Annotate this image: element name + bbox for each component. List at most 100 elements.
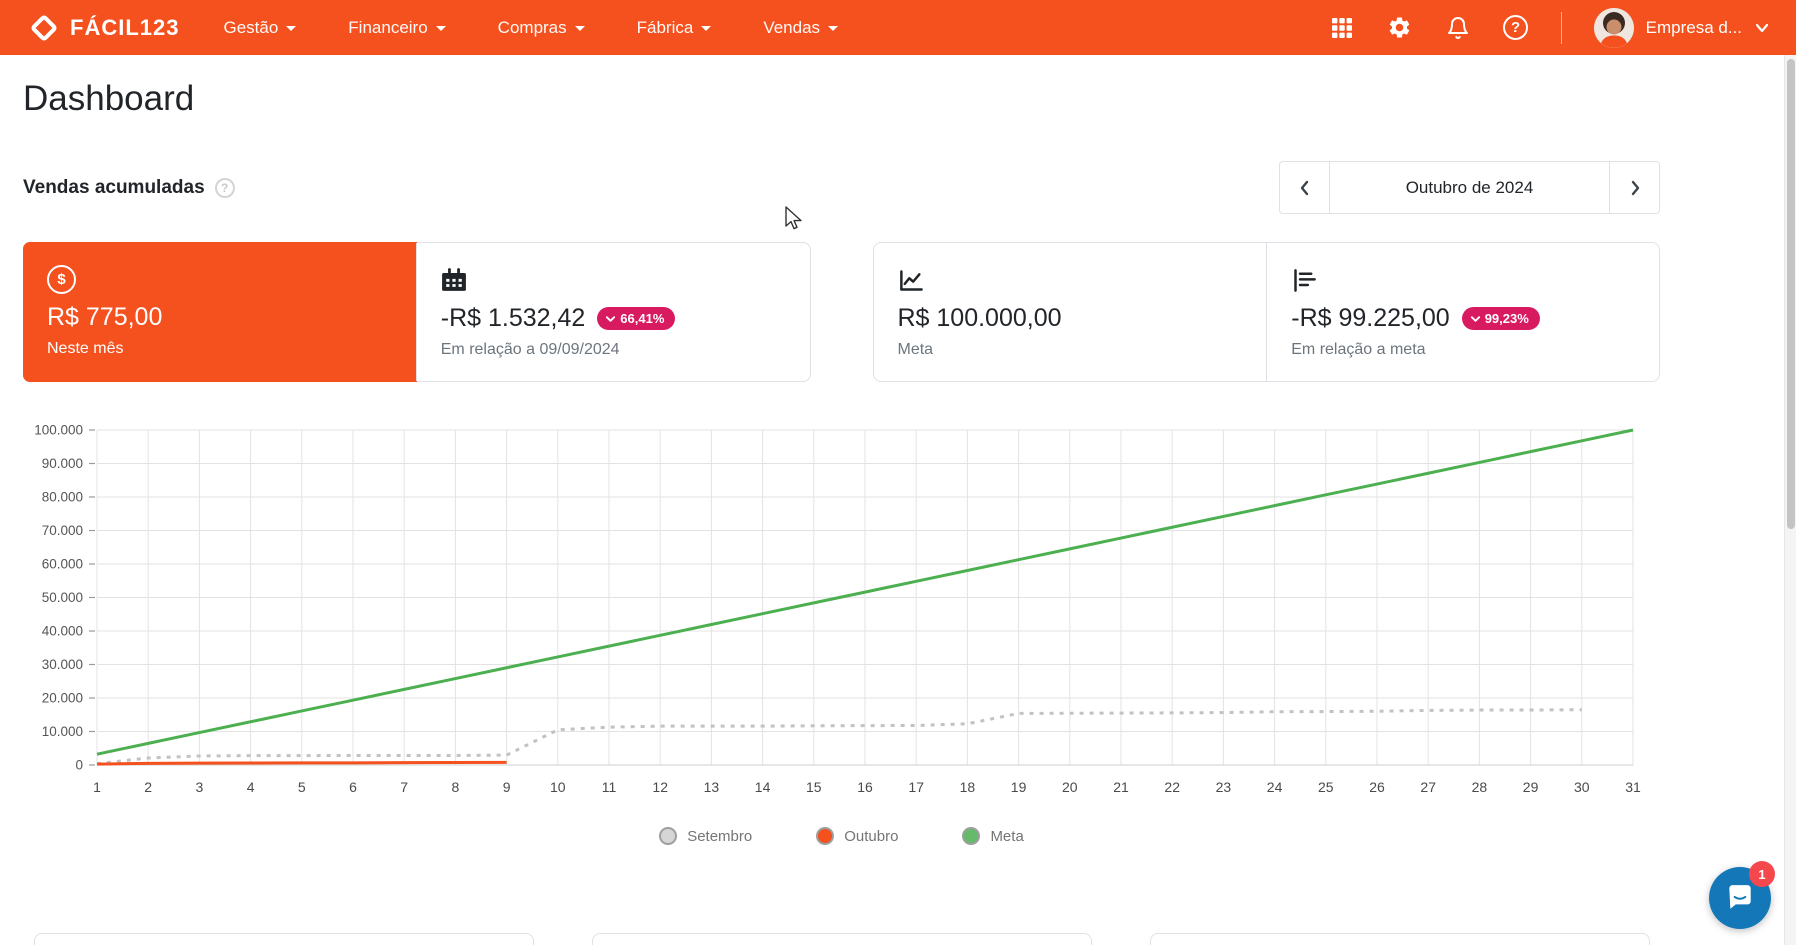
stat-value-month: R$ 775,00 [47, 303, 163, 331]
date-navigator: Outubro de 2024 [1279, 161, 1660, 214]
section-title: Vendas acumuladas [23, 176, 205, 198]
svg-text:9: 9 [503, 779, 511, 795]
svg-text:7: 7 [400, 779, 408, 795]
line-chart-icon [899, 269, 923, 291]
stat-value-vs-date: -R$ 1.532,42 [440, 304, 586, 332]
svg-text:11: 11 [602, 779, 617, 795]
svg-text:0: 0 [75, 758, 83, 773]
main-content: Dashboard Vendas acumuladas ? Outubro de… [0, 55, 1660, 845]
bottom-cards-row [34, 933, 1650, 945]
legend-label-meta: Meta [990, 827, 1024, 845]
svg-text:60.000: 60.000 [42, 557, 83, 572]
chevron-down-icon [701, 26, 712, 31]
svg-text:3: 3 [196, 779, 204, 795]
prev-month-button[interactable] [1279, 161, 1329, 214]
brand-diamond-icon [29, 13, 59, 42]
main-menu: Gestão Financeiro Compras Fábrica Vendas [223, 17, 839, 38]
stat-card-vs-meta: -R$ 99.225,00 99,23% Em relação a meta [1266, 243, 1659, 381]
svg-text:23: 23 [1216, 779, 1232, 795]
brand-logo[interactable]: FÁCIL123 [29, 13, 180, 42]
user-avatar [1593, 7, 1634, 48]
chevron-down-icon [435, 26, 446, 31]
page-title: Dashboard [23, 79, 195, 118]
chevron-down-icon [828, 26, 839, 31]
stat-value-vs-meta: -R$ 99.225,00 [1291, 304, 1450, 332]
svg-text:1: 1 [93, 779, 101, 795]
svg-text:30: 30 [1574, 779, 1590, 795]
menu-fabrica-label: Fábrica [636, 17, 694, 37]
legend-swatch-setembro [659, 827, 678, 845]
chevron-left-icon [1300, 180, 1308, 195]
legend-item-setembro[interactable]: Setembro [659, 827, 752, 845]
stat-label-vs-meta: Em relação a meta [1291, 341, 1426, 358]
bar-chart-icon [1294, 268, 1317, 292]
menu-fabrica[interactable]: Fábrica [637, 18, 712, 38]
menu-gestao[interactable]: Gestão [223, 17, 297, 38]
legend-label-outubro: Outubro [844, 827, 899, 845]
section-help-icon[interactable]: ? [214, 177, 235, 198]
stat-label-meta: Meta [897, 341, 934, 358]
stat-cards: $ R$ 775,00 Neste mês -R$ 1.532,42 [23, 242, 1660, 382]
svg-text:29: 29 [1523, 779, 1539, 795]
svg-text:13: 13 [704, 779, 720, 795]
svg-text:10: 10 [550, 779, 566, 795]
help-icon[interactable]: ? [1503, 15, 1529, 41]
svg-text:8: 8 [452, 779, 460, 795]
legend-item-meta[interactable]: Meta [962, 827, 1024, 845]
sales-chart: 1 2 3 4 5 6 7 8 9 10 11 12 13 14 15 16 17 18 19 20 21 22 23 24 2… [23, 420, 1660, 845]
svg-text:6: 6 [349, 779, 357, 795]
legend-item-outubro[interactable]: Outubro [816, 827, 898, 845]
percent-badge-vs-date: 66,41% [597, 307, 676, 330]
bottom-card-2 [592, 933, 1092, 945]
legend-swatch-outubro [816, 827, 835, 845]
account-menu[interactable]: Empresa d... [1593, 7, 1770, 48]
chat-bubble-icon [1729, 885, 1751, 909]
scrollbar-thumb[interactable] [1787, 59, 1795, 529]
svg-text:18: 18 [960, 779, 976, 795]
chevron-down-icon [606, 315, 616, 322]
chart-legend: Setembro Outubro Meta [23, 827, 1660, 845]
svg-text:70.000: 70.000 [42, 523, 83, 538]
chevron-down-icon [1470, 315, 1480, 322]
help-question-glyph: ? [1503, 15, 1529, 40]
next-month-button[interactable] [1610, 161, 1660, 214]
stat-label-month: Neste mês [47, 340, 124, 357]
menu-financeiro-label: Financeiro [348, 17, 428, 37]
apps-grid-icon[interactable] [1329, 15, 1355, 41]
svg-text:10.000: 10.000 [42, 724, 83, 739]
top-navbar: FÁCIL123 Gestão Financeiro Compras Fábri… [0, 0, 1796, 55]
account-name: Empresa d... [1645, 17, 1742, 37]
settings-gear-icon[interactable] [1387, 15, 1413, 41]
chat-launcher-button[interactable]: 1 [1709, 861, 1775, 929]
notifications-bell-icon[interactable] [1445, 15, 1471, 41]
percent-badge-vs-meta: 99,23% [1461, 307, 1540, 330]
scrollbar-track [1784, 55, 1796, 945]
menu-compras-label: Compras [497, 17, 567, 37]
navbar-divider [1560, 11, 1562, 44]
svg-text:80.000: 80.000 [42, 490, 83, 505]
svg-text:24: 24 [1267, 779, 1283, 795]
menu-vendas-label: Vendas [763, 17, 821, 37]
svg-text:20: 20 [1062, 779, 1078, 795]
menu-compras[interactable]: Compras [498, 18, 585, 38]
dollar-icon: $ [47, 264, 76, 294]
meta-card-group: R$ 100.000,00 Meta -R$ 99.225,00 99,23% [872, 242, 1660, 382]
svg-text:28: 28 [1472, 779, 1488, 795]
menu-financeiro[interactable]: Financeiro [348, 17, 446, 38]
svg-text:12: 12 [652, 779, 668, 795]
svg-text:100.000: 100.000 [34, 423, 83, 438]
chevron-down-icon [1755, 23, 1769, 32]
svg-text:17: 17 [908, 779, 924, 795]
menu-gestao-label: Gestão [223, 17, 279, 37]
bottom-card-3 [1150, 933, 1650, 945]
chevron-down-icon [574, 26, 585, 31]
svg-text:5: 5 [298, 779, 306, 795]
legend-label-setembro: Setembro [687, 827, 753, 845]
brand-name: FÁCIL123 [70, 14, 180, 40]
sales-chart-canvas: 1 2 3 4 5 6 7 8 9 10 11 12 13 14 15 16 17 18 19 20 21 22 23 24 2… [34, 423, 1641, 796]
svg-text:22: 22 [1164, 779, 1180, 795]
svg-text:27: 27 [1420, 779, 1436, 795]
current-month-button[interactable]: Outubro de 2024 [1329, 161, 1610, 214]
menu-vendas[interactable]: Vendas [763, 17, 839, 38]
svg-text:30.000: 30.000 [42, 657, 83, 672]
